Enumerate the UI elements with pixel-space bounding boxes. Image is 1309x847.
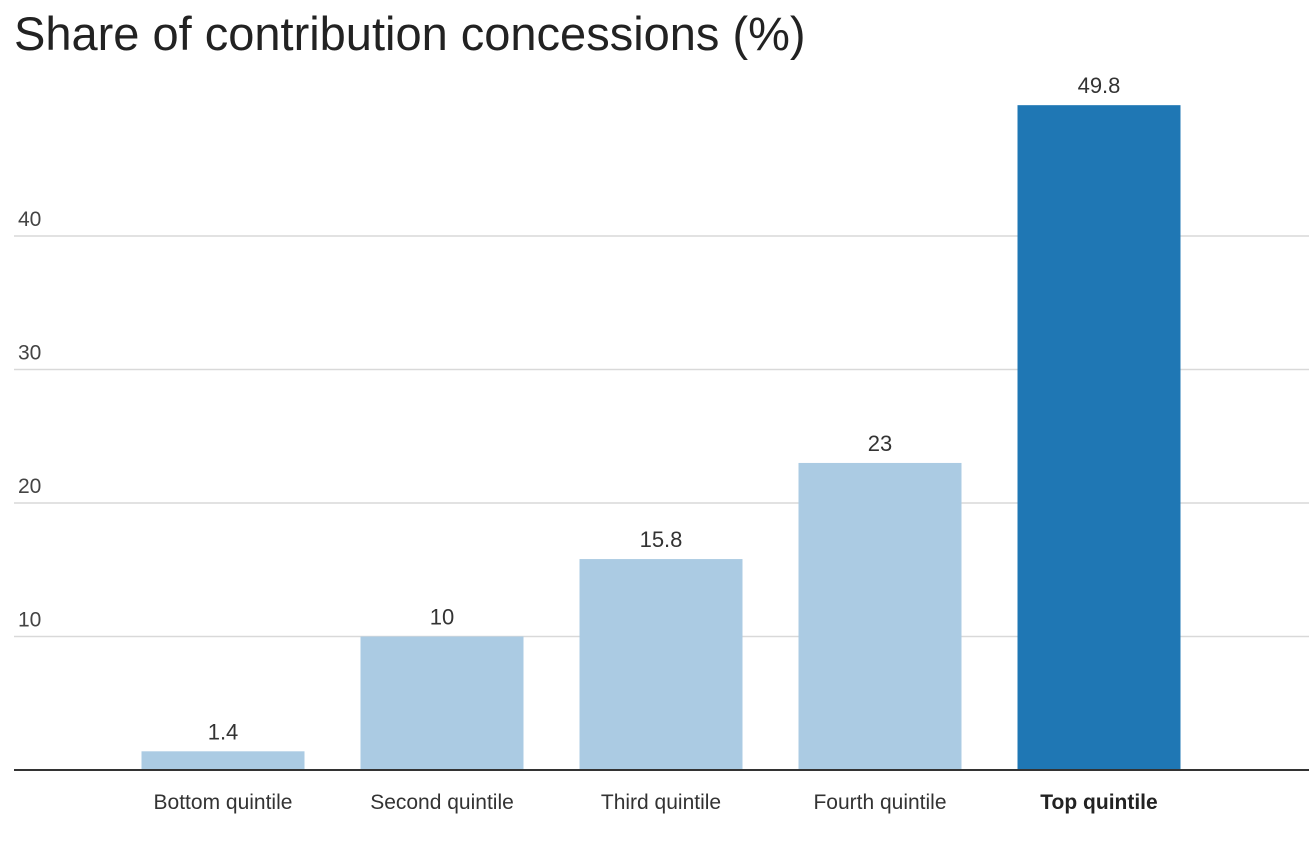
- y-tick-label-10: 10: [18, 609, 41, 632]
- category-label-top-quintile: Top quintile: [1040, 791, 1157, 814]
- bar-top-quintile: [1017, 105, 1181, 771]
- y-axis-ticks: 10 20 30 40: [18, 208, 41, 632]
- y-tick-label-30: 30: [18, 342, 41, 365]
- y-tick-label-40: 40: [18, 208, 41, 231]
- bar-third-quintile: [579, 559, 743, 770]
- chart-title: Share of contribution concessions (%): [14, 7, 806, 60]
- data-label-third-quintile: 15.8: [640, 527, 683, 552]
- category-label-fourth-quintile: Fourth quintile: [813, 791, 946, 814]
- bar-fourth-quintile: [798, 462, 962, 770]
- data-label-bottom-quintile: 1.4: [208, 719, 239, 744]
- category-label-second-quintile: Second quintile: [370, 791, 514, 814]
- bar-second-quintile: [360, 636, 524, 770]
- data-label-second-quintile: 10: [430, 605, 454, 630]
- bars: [141, 105, 1181, 771]
- category-label-third-quintile: Third quintile: [601, 791, 721, 814]
- category-label-bottom-quintile: Bottom quintile: [154, 791, 293, 814]
- x-axis-categories: Bottom quintile Second quintile Third quin…: [154, 791, 1158, 814]
- data-label-top-quintile: 49.8: [1078, 73, 1121, 98]
- y-tick-label-20: 20: [18, 475, 41, 498]
- data-labels: 1.4 10 15.8 23 49.8: [208, 73, 1121, 744]
- bar-bottom-quintile: [141, 751, 305, 770]
- data-label-fourth-quintile: 23: [868, 431, 892, 456]
